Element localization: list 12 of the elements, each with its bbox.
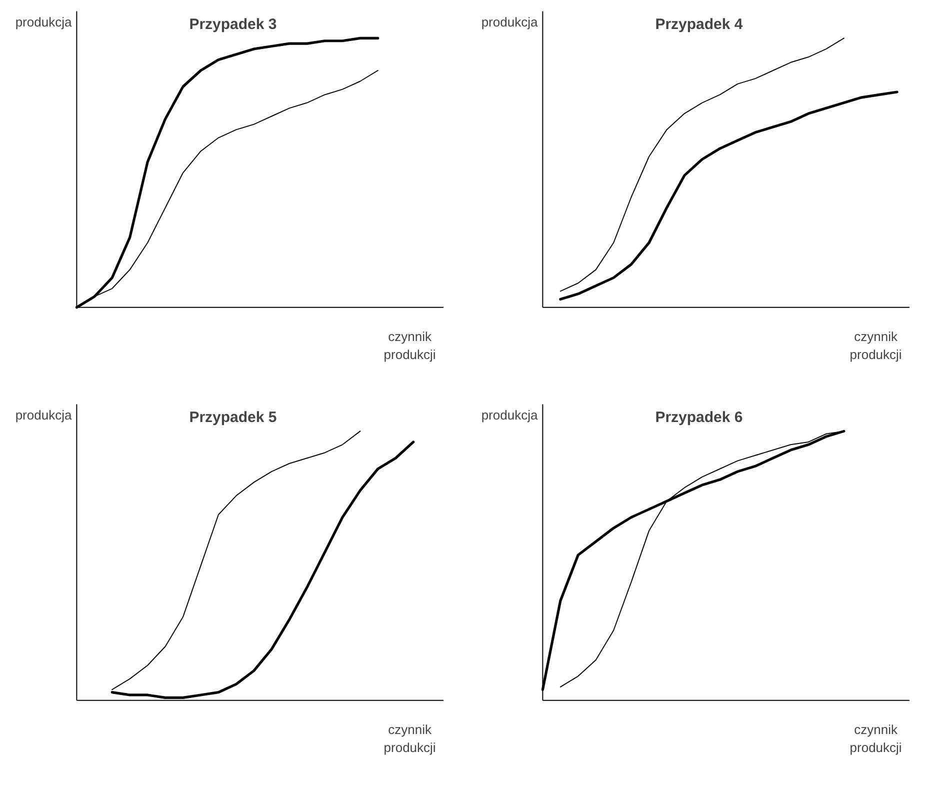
- x-axis-title: czynnik produkcji: [384, 722, 436, 755]
- x-axis-title: czynnik produkcji: [850, 722, 902, 755]
- chart-title: Przypadek 4: [655, 16, 744, 33]
- chart-title: Przypadek 6: [655, 408, 743, 426]
- y-axis-title: produkcja: [15, 14, 72, 30]
- chart-title: Przypadek 3: [189, 16, 277, 33]
- y-axis-title: produkcja: [15, 408, 72, 423]
- x-axis-title: czynnik produkcji: [850, 328, 902, 362]
- y-axis-title: produkcja: [481, 408, 538, 423]
- y-axis-title: produkcja: [481, 14, 538, 30]
- x-axis-title: czynnik produkcji: [384, 328, 436, 362]
- chart-title: Przypadek 5: [189, 408, 277, 426]
